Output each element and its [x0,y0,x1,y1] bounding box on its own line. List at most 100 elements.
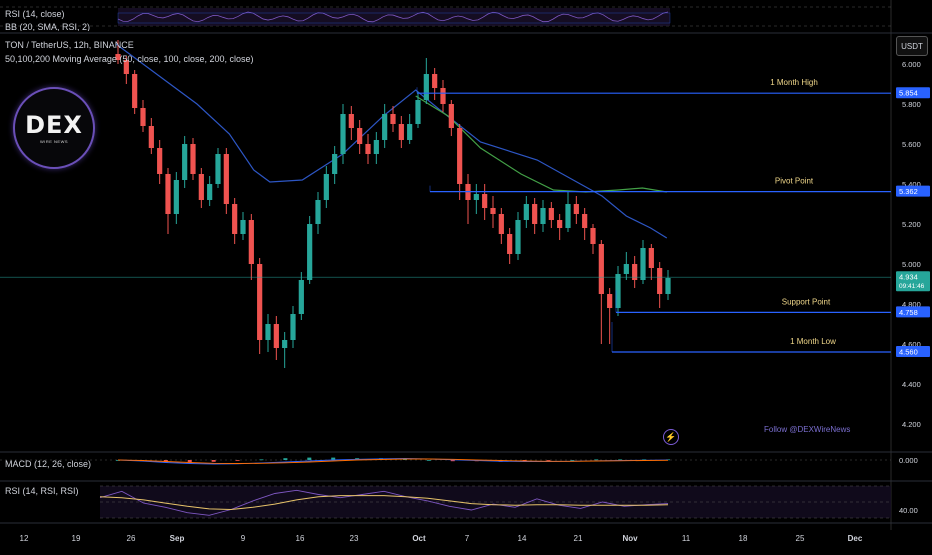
candle-body [640,248,646,280]
price-tag-label: 5.362 [899,187,918,196]
price-axis-tick: 5.400 [902,180,921,189]
time-axis-tick: 11 [682,534,691,543]
macd-histogram-bar [283,458,288,460]
time-axis-tick: 25 [796,534,805,543]
price-tag [896,306,930,318]
price-axis-tick: 4.800 [902,300,921,309]
macd-histogram-bar [331,457,336,460]
price-axis-tick: 5.000 [902,260,921,269]
time-axis-tick: Oct [412,534,426,543]
candle-body [557,220,563,228]
macd-histogram-bar [666,459,670,461]
price-tag [896,87,930,99]
candle-body [157,148,163,174]
candle-body [615,274,621,308]
macd-histogram-bar [450,460,455,462]
level-label: 1 Month Low [790,337,836,346]
candle-body [215,154,221,184]
candle-body [648,248,654,268]
candle-body [190,144,196,174]
candle-body [240,220,246,234]
candle-body [632,264,638,280]
time-axis-tick: 21 [574,534,583,543]
candle-body [307,224,313,280]
macd-series-line [117,458,669,464]
macd-axis-tick: 0.000 [899,456,918,465]
candle-body [248,220,254,264]
candle-body [207,184,213,200]
candle-body [482,194,488,208]
macd-histogram-bar [259,459,264,461]
candle-body [123,60,129,74]
time-axis-tick: 19 [72,534,81,543]
rsi-series-line [99,489,669,516]
candle-body [382,114,388,140]
lightning-bolt-icon[interactable]: ⚡ [663,429,679,445]
rsi-top-line [117,11,669,23]
ma-line[interactable]: 50,100,200 Moving Average (50, close, 10… [5,54,254,64]
macd-histogram-bar [618,459,623,461]
price-axis-tick: 5.800 [902,100,921,109]
currency-unit-button[interactable]: USDT [896,36,928,56]
price-axis-tick: 4.200 [902,420,921,429]
bb-top-band [117,12,671,24]
time-axis-tick: 7 [465,534,470,543]
time-axis-tick: Nov [622,534,638,543]
price-tag [896,185,930,197]
dex-logo: DEX WIRE NEWS [13,87,95,169]
candle-body [282,340,288,348]
rsi-title: RSI (14, RSI, RSI) [5,486,79,496]
rsi-axis-tick: 40.00 [899,506,918,515]
candle-body [598,244,604,294]
bb-label[interactable]: BB (20, SMA, RSI, 2) [5,22,91,31]
price-axis-tick: 5.600 [902,140,921,149]
logo-subtitle: WIRE NEWS [39,138,69,144]
candle-body [182,144,188,180]
candle-body [457,128,463,184]
time-axis-tick: 23 [350,534,359,543]
price-tag [896,271,930,292]
candle-body [432,74,438,88]
macd-histogram-bar [235,460,240,461]
price-axis-tick: 5.200 [902,220,921,229]
candle-body [540,208,546,224]
candle-body [473,194,479,200]
time-axis-tick: 18 [739,534,748,543]
time-axis-tick: Sep [170,534,185,543]
candle-body [657,268,663,294]
candle-body [373,140,379,154]
time-axis-tick: Dec [848,534,863,543]
rsi-band-fill [100,486,891,518]
candle-body [132,74,138,108]
level-label: Pivot Point [775,177,814,186]
candle-body [582,214,588,228]
candle-body [198,174,204,200]
candle-body [232,204,238,234]
candle-body [407,124,413,140]
macd-histogram-bar [211,460,216,462]
price-tag-sublabel: 09:41:46 [899,283,925,290]
level-label: 1 Month High [770,78,818,87]
candle-body [623,264,629,274]
candle-body [490,208,496,214]
candle-body [590,228,596,244]
candle-body [365,144,371,154]
symbol-line[interactable]: TON / TetherUS, 12h, BINANCE [5,40,134,50]
price-axis-tick: 4.400 [902,380,921,389]
macd-title: MACD (12, 26, close) [5,459,91,469]
candle-body [223,154,229,204]
candle-body [607,294,613,308]
candle-body [273,324,279,348]
price-tag-label: 4.560 [899,348,918,357]
rsi-top-label[interactable]: RSI (14, close) [5,9,65,19]
candle-body [390,114,396,124]
time-axis-tick: 14 [518,534,527,543]
macd-histogram-bar [546,460,551,461]
moving-average-line [415,95,667,193]
candle-body [340,114,346,154]
time-axis-tick: 26 [127,534,136,543]
candle-body [348,114,354,128]
price-tag [896,346,930,357]
candle-body [165,174,171,214]
candle-body [265,324,271,340]
